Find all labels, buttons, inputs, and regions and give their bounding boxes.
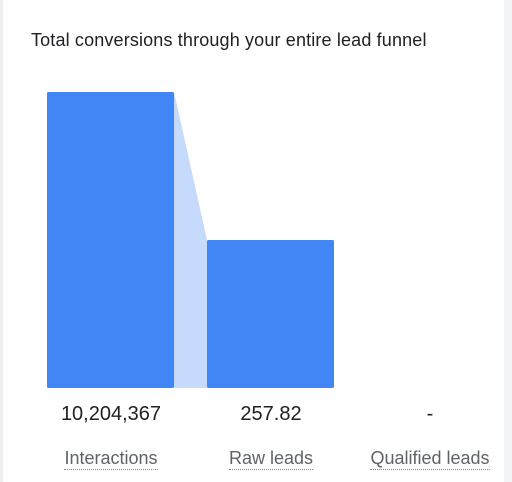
value-qualified-leads: - — [426, 403, 434, 425]
funnel-bar-interactions[interactable] — [47, 92, 174, 388]
label-qualified-leads[interactable]: Qualified leads — [350, 448, 510, 470]
left-divider — [0, 0, 3, 482]
chart-title: Total conversions through your entire le… — [31, 30, 427, 50]
value-interactions: 10,204,367 — [60, 403, 162, 425]
label-raw-leads-text[interactable]: Raw leads — [228, 448, 314, 470]
label-qualified-leads-text[interactable]: Qualified leads — [370, 448, 490, 470]
label-interactions[interactable]: Interactions — [31, 448, 191, 470]
right-scroll-gutter — [504, 0, 512, 482]
label-interactions-text[interactable]: Interactions — [64, 448, 158, 470]
label-raw-leads[interactable]: Raw leads — [191, 448, 351, 470]
funnel-connector-0 — [174, 92, 207, 388]
funnel-bar-raw-leads[interactable] — [207, 240, 334, 388]
value-raw-leads: 257.82 — [240, 403, 302, 425]
